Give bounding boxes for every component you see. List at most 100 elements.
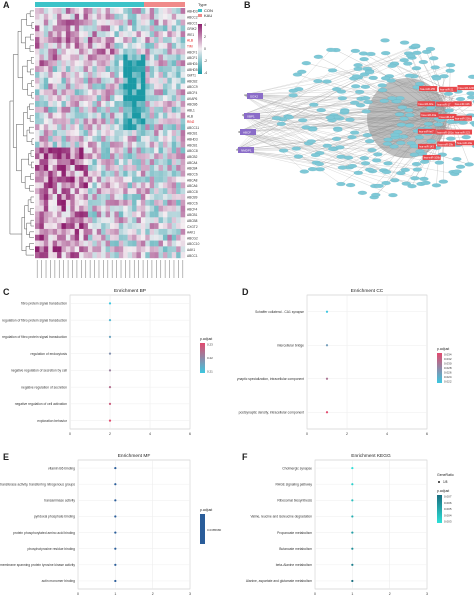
- heatmap-cell: [61, 223, 67, 230]
- heatmap-cell: [158, 240, 164, 247]
- heatmap-cell: [74, 101, 80, 108]
- legend-con-swatch: [198, 9, 202, 12]
- heatmap-cell: [83, 83, 89, 90]
- heatmap-cell: [48, 13, 53, 20]
- heatmap-cell: [52, 71, 58, 78]
- heatmap-cell: [43, 83, 49, 90]
- heatmap-cell: [87, 42, 93, 49]
- heatmap-cell: [140, 194, 146, 201]
- mirna-node: [454, 129, 473, 135]
- heatmap-cell: [70, 71, 75, 78]
- heatmap-cell: [74, 25, 80, 32]
- heatmap-cell: [57, 141, 62, 148]
- heatmap-cell: [83, 135, 89, 142]
- legend-title: p.adjust: [200, 508, 212, 512]
- heatmap-cell: [162, 19, 168, 26]
- heatmap-cell: [83, 240, 89, 247]
- gene-label: ABCB2: [187, 79, 198, 83]
- mirna-label: hsa-miR-34a: [421, 113, 436, 117]
- heatmap-cell: [123, 8, 128, 15]
- heatmap-cell: [110, 54, 115, 61]
- heatmap-cell: [136, 118, 142, 125]
- heatmap-cell: [101, 246, 106, 253]
- heatmap-cell: [114, 19, 120, 26]
- heatmap-cell: [79, 228, 84, 235]
- heatmap-cell: [39, 223, 45, 230]
- heatmap-cell: [57, 223, 62, 230]
- heatmap-scale-ticks: 420-2-4: [204, 23, 207, 75]
- dendrogram-branch: [24, 176, 31, 189]
- heatmap-cell: [123, 95, 128, 102]
- heatmap-cell: [154, 112, 159, 119]
- heatmap-cell: [87, 48, 93, 55]
- heatmap-cell: [39, 234, 45, 241]
- heatmap-cell: [176, 66, 181, 73]
- heatmap-cell: [132, 141, 137, 148]
- heatmap-cell: [145, 48, 150, 55]
- heatmap-cell: [110, 246, 115, 253]
- heatmap-cell: [61, 48, 67, 55]
- target-node: [353, 63, 363, 68]
- mirna-label: hsa-miR-143: [419, 145, 434, 149]
- heatmap-cell: [39, 13, 45, 20]
- heatmap-cell: [114, 13, 120, 20]
- legend-colorbar: [200, 514, 205, 544]
- heatmap-cell: [57, 234, 62, 241]
- heatmap-cell: [52, 83, 58, 90]
- heatmap-cell: [162, 13, 168, 20]
- heatmap-cell: [105, 205, 111, 212]
- heatmap-cell: [43, 71, 49, 78]
- target-node: [313, 54, 323, 59]
- heatmap-cell: [136, 228, 142, 235]
- data-point: [325, 411, 329, 414]
- heatmap-cell: [158, 159, 164, 166]
- target-node: [314, 161, 324, 166]
- heatmap-cell: [171, 95, 177, 102]
- heatmap-cell: [158, 188, 164, 195]
- heatmap-cell: [136, 135, 142, 142]
- heatmap-cell: [105, 77, 111, 84]
- tf-edge: [241, 114, 378, 155]
- heatmap-cell: [149, 118, 155, 125]
- heatmap-cell: [105, 19, 111, 26]
- heatmap-cell: [79, 71, 84, 78]
- legend-tick-label: 0.0385980: [207, 528, 222, 532]
- heatmap-cell: [132, 159, 137, 166]
- heatmap-cell: [167, 124, 172, 131]
- heatmap-cell: [48, 106, 53, 113]
- target-node: [411, 43, 421, 48]
- heatmap-cell: [61, 13, 67, 20]
- heatmap-cell: [39, 228, 45, 235]
- heatmap-cell: [83, 95, 89, 102]
- heatmap-cell: [61, 228, 67, 235]
- heatmap-cell: [83, 194, 89, 201]
- heatmap-cell: [136, 112, 142, 119]
- heatmap-cell: [92, 159, 97, 166]
- heatmap-cell: [158, 83, 164, 90]
- heatmap-cell: [127, 42, 133, 49]
- data-point: [114, 499, 117, 502]
- heatmap-cell: [83, 217, 89, 224]
- heatmap-cell: [70, 19, 75, 26]
- target-node: [373, 152, 383, 157]
- x-tick-label: 6: [426, 432, 428, 436]
- gene-label: ABCC1: [187, 21, 198, 25]
- target-node: [388, 193, 398, 198]
- heatmap-cell: [92, 164, 97, 171]
- heatmap-cell: [140, 130, 146, 137]
- heatmap-cell: [74, 252, 80, 259]
- heatmap-cell: [118, 25, 124, 32]
- heatmap-cell: [92, 205, 97, 212]
- scale-tick: -4: [204, 71, 207, 75]
- heatmap-cell: [154, 124, 159, 131]
- heatmap-cell: [61, 252, 67, 259]
- gene-label: TIM: [187, 45, 193, 49]
- heatmap-cell: [48, 159, 53, 166]
- target-node: [401, 181, 411, 186]
- heatmap-cell: [61, 199, 67, 206]
- heatmap-cell: [101, 228, 106, 235]
- heatmap-cell: [65, 54, 71, 61]
- heatmap-cell: [65, 130, 71, 137]
- heatmap-cell: [114, 48, 120, 55]
- target-node: [276, 121, 286, 126]
